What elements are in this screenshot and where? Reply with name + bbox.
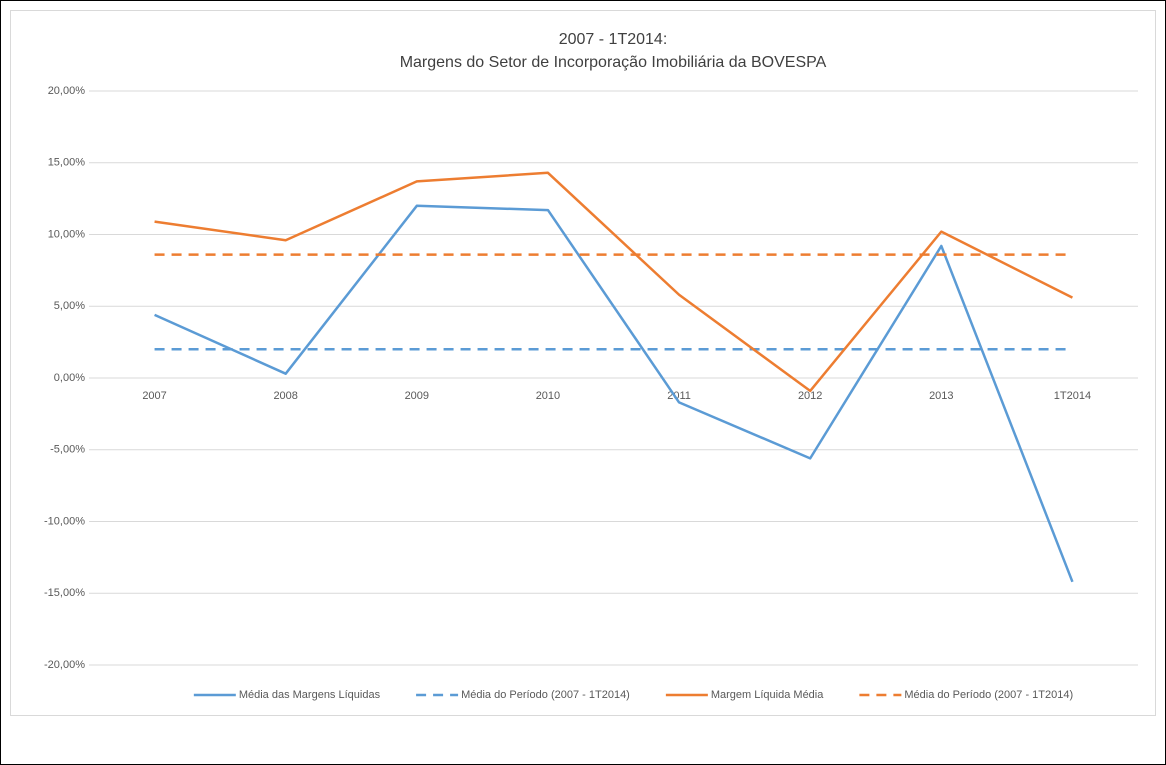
x-tick-label: 2012 xyxy=(798,390,822,402)
y-tick-label: -15,00% xyxy=(44,587,85,599)
legend-label: Média das Margens Líquidas xyxy=(239,689,381,701)
y-tick-label: 10,00% xyxy=(48,228,86,240)
legend-label: Média do Período (2007 - 1T2014) xyxy=(904,689,1073,701)
x-tick-label: 1T2014 xyxy=(1054,390,1091,402)
legend-label: Margem Líquida Média xyxy=(711,689,824,701)
y-tick-label: 15,00% xyxy=(48,157,86,169)
x-tick-label: 2013 xyxy=(929,390,953,402)
x-tick-label: 2009 xyxy=(405,390,429,402)
chart-border xyxy=(10,10,1156,716)
y-tick-label: -10,00% xyxy=(44,515,85,527)
series-line xyxy=(154,171,1074,393)
x-tick-label: 2008 xyxy=(273,390,297,402)
y-tick-label: 0,00% xyxy=(54,372,85,384)
x-tick-label: 2007 xyxy=(142,390,166,402)
legend-label: Média do Período (2007 - 1T2014) xyxy=(461,689,630,701)
y-tick-label: -5,00% xyxy=(50,444,85,456)
y-tick-label: 20,00% xyxy=(48,85,86,97)
y-tick-label: -20,00% xyxy=(44,659,85,671)
chart-title: 2007 - 1T2014: xyxy=(559,31,668,48)
chart-subtitle: Margens do Setor de Incorporação Imobili… xyxy=(400,54,827,71)
x-tick-label: 2010 xyxy=(536,390,560,402)
y-tick-label: 5,00% xyxy=(54,300,85,312)
series-line xyxy=(154,204,1074,583)
